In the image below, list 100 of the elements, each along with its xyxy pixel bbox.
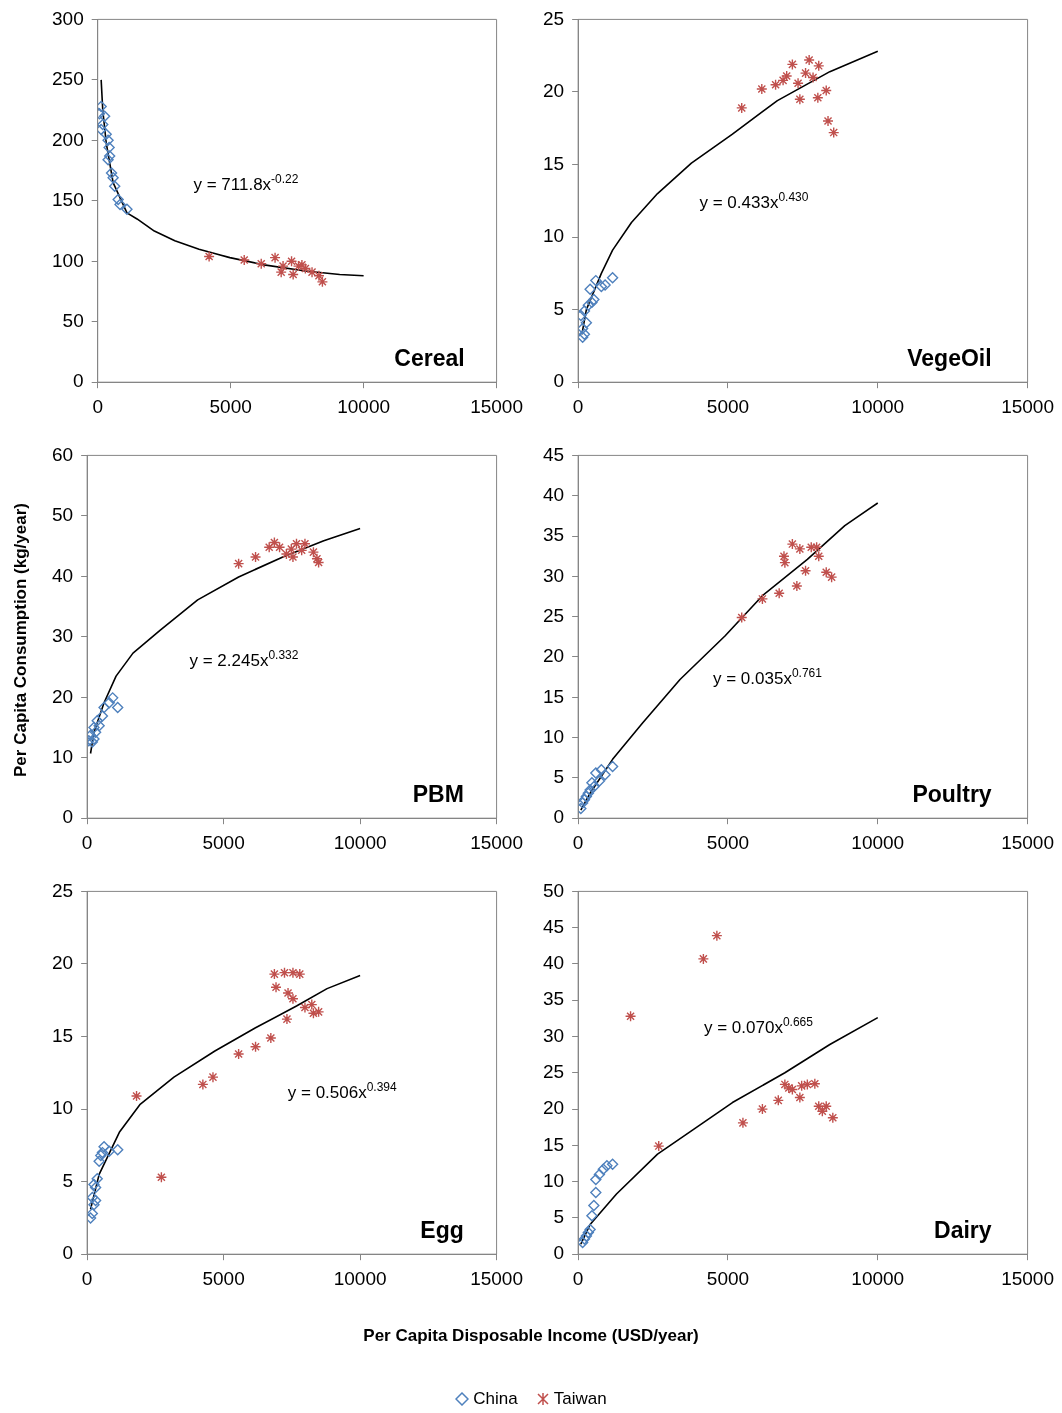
point — [97, 100, 107, 113]
point — [278, 966, 291, 979]
point — [207, 1071, 219, 1083]
point — [791, 580, 803, 592]
point — [306, 998, 318, 1011]
x-tick-label: 10000 — [337, 395, 391, 417]
point — [624, 1010, 637, 1022]
point — [795, 1080, 808, 1092]
point — [306, 266, 318, 278]
point — [106, 692, 119, 704]
text: Dairy — [934, 1216, 992, 1243]
legend-label: Taiwan — [553, 1389, 607, 1409]
point — [736, 611, 748, 624]
y-tick-label: 0 — [62, 806, 74, 828]
point — [112, 193, 124, 206]
x-tick-label: 10000 — [851, 1267, 905, 1289]
x-tick-label: 10000 — [333, 831, 387, 853]
point — [98, 1141, 110, 1153]
y-tick-label: 25 — [51, 879, 74, 901]
point — [599, 279, 611, 291]
point — [307, 546, 320, 558]
y-tick-label: 40 — [542, 483, 565, 505]
point — [112, 1144, 124, 1156]
point — [736, 102, 748, 114]
point — [97, 123, 107, 136]
point — [606, 1158, 619, 1170]
x-tick-label: 0 — [92, 395, 103, 417]
y-tick-label: 250 — [52, 68, 84, 90]
point — [595, 280, 608, 293]
point — [756, 593, 769, 605]
point — [232, 557, 245, 570]
x-tick-label: 0 — [572, 395, 584, 417]
point — [711, 929, 723, 942]
point — [238, 254, 250, 266]
point — [103, 697, 115, 709]
point — [285, 543, 298, 555]
point — [578, 1236, 589, 1249]
point — [105, 167, 118, 179]
point — [285, 255, 298, 267]
point — [773, 587, 785, 599]
point — [249, 551, 262, 563]
point — [820, 1100, 832, 1112]
point — [109, 180, 121, 192]
text: PBM — [412, 780, 464, 807]
y-tick-label: 20 — [51, 685, 74, 707]
text: VegeOil — [907, 344, 992, 371]
point — [98, 110, 111, 122]
point — [294, 968, 306, 980]
y-tick-label: 0 — [553, 806, 565, 828]
point — [588, 1199, 600, 1212]
point — [584, 283, 596, 296]
point — [590, 767, 602, 779]
point — [783, 1082, 795, 1094]
point — [828, 126, 840, 139]
y-tick-label: 50 — [542, 879, 565, 901]
y-tick-label: 30 — [542, 564, 565, 586]
point — [582, 299, 595, 311]
point — [786, 538, 799, 550]
point — [107, 172, 119, 184]
point — [268, 968, 281, 980]
y-tick-label: 25 — [542, 604, 565, 626]
point — [586, 777, 598, 789]
point — [794, 93, 806, 105]
point — [255, 257, 267, 270]
point — [786, 58, 799, 71]
y-tick-label: 30 — [542, 1024, 565, 1046]
point — [812, 92, 824, 104]
point — [311, 553, 323, 565]
point — [287, 268, 299, 281]
y-tick-label: 10 — [542, 1169, 565, 1191]
y-tick-label: 35 — [542, 988, 565, 1010]
y-tick-label: 40 — [51, 564, 74, 586]
point — [756, 83, 768, 95]
x-tick-label: 0 — [572, 831, 584, 853]
point — [606, 272, 619, 284]
point — [299, 1001, 311, 1014]
point — [88, 1199, 100, 1211]
point — [772, 1094, 784, 1107]
point — [263, 541, 275, 554]
point — [296, 259, 308, 271]
point — [270, 981, 282, 993]
x-tick-label: 5000 — [706, 395, 750, 417]
point — [277, 260, 289, 272]
x-tick-label: 10000 — [851, 395, 905, 417]
point — [597, 1163, 609, 1176]
y-axis-title: Per Capita Consumption (kg/year) — [11, 503, 31, 777]
y-tick-label: 10 — [51, 1097, 74, 1119]
y-tick-label: 20 — [542, 1097, 565, 1119]
y-tick-label: 50 — [62, 309, 84, 331]
y-tick-label: 30 — [51, 625, 74, 647]
point — [590, 1186, 602, 1199]
point — [97, 118, 109, 131]
y-tick-label: 15 — [542, 152, 565, 174]
y-tick-label: 5 — [553, 766, 565, 788]
y-tick-label: 25 — [542, 1061, 565, 1083]
x-tick-label: 5000 — [202, 1267, 245, 1289]
point — [578, 322, 589, 335]
point — [114, 198, 126, 211]
point — [794, 1091, 806, 1104]
y-tick-label: 300 — [52, 7, 84, 29]
